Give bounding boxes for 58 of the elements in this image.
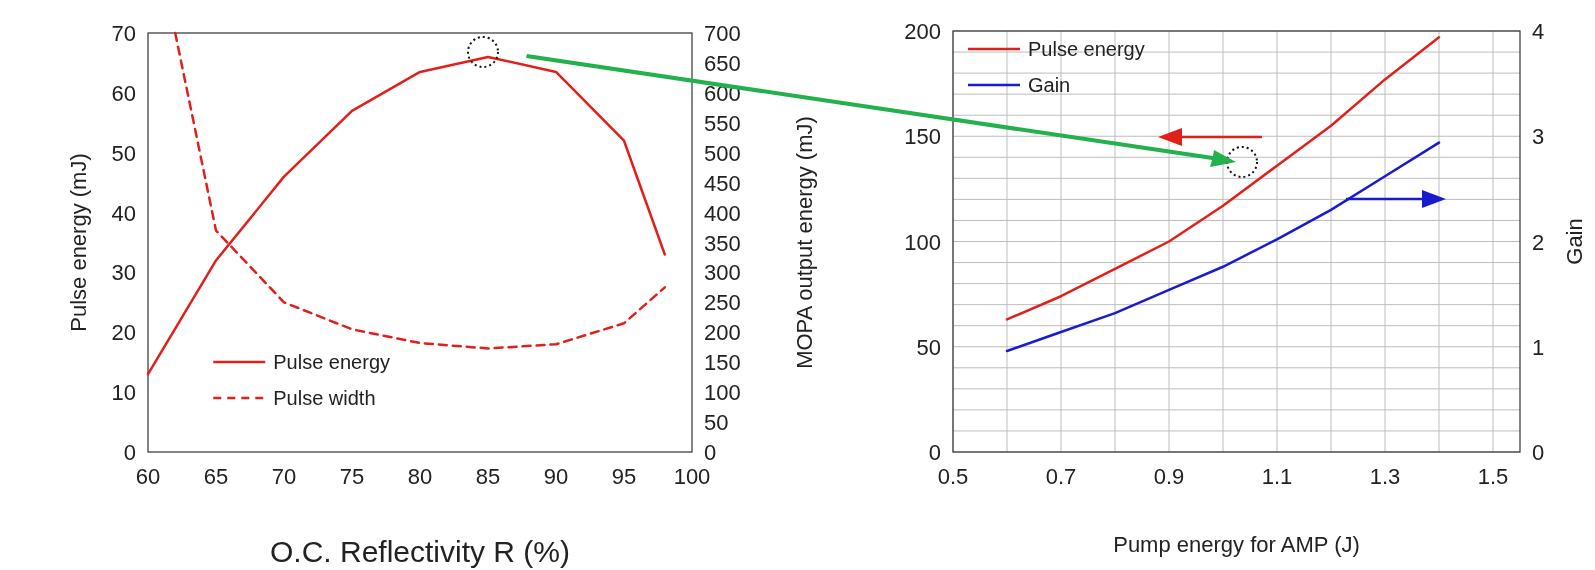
y2-tick-label: 100 — [704, 380, 741, 406]
y2-tick-label: 300 — [704, 260, 741, 286]
y2-tick-label: 0 — [704, 440, 717, 465]
x-tick-label: 95 — [611, 464, 637, 489]
y2-tick-label: 550 — [704, 110, 741, 136]
y2-tick-label: 650 — [704, 50, 741, 76]
line-series — [1005, 141, 1441, 353]
x-tick-label: 85 — [475, 464, 501, 489]
y2-tick-label: 500 — [704, 140, 741, 166]
x-axis-title: Pump energy for AMP (J) — [1113, 532, 1360, 557]
y2-tick-label: 700 — [704, 21, 741, 46]
legend-label: Pulse energy — [1028, 38, 1145, 60]
legend-label: Pulse width — [273, 387, 376, 409]
x-tick-label: 75 — [339, 464, 365, 489]
y2-tick-label: 200 — [704, 320, 741, 346]
y2-tick-label: 50 — [704, 410, 729, 436]
y2-axis-title: MOPA output energy (mJ) — [792, 116, 817, 369]
legend-label: Gain — [1028, 74, 1071, 96]
y-tick-label: 150 — [904, 124, 941, 150]
y2-tick-label: 3 — [1532, 124, 1545, 150]
x-tick-label: 1.3 — [1369, 464, 1401, 489]
y-tick-label: 70 — [111, 21, 136, 46]
x-axis-title: O.C. Reflectivity R (%) — [269, 535, 571, 568]
x-tick-label: 0.7 — [1045, 464, 1077, 489]
y2-tick-label: 400 — [704, 200, 741, 226]
y2-axis-title: Gain — [1562, 218, 1587, 265]
y-tick-label: 100 — [904, 229, 941, 255]
y2-tick-label: 250 — [704, 290, 741, 316]
y2-tick-label: 0 — [1532, 440, 1545, 465]
y-tick-label: 0 — [123, 440, 136, 465]
y-tick-label: 20 — [111, 320, 136, 346]
x-tick-label: 1.5 — [1477, 464, 1509, 489]
y2-tick-label: 450 — [704, 170, 741, 196]
y2-tick-label: 350 — [704, 230, 741, 256]
x-tick-label: 65 — [203, 464, 229, 489]
x-tick-label: 90 — [543, 464, 569, 489]
y2-tick-label: 4 — [1532, 19, 1545, 44]
legend-label: Pulse energy — [273, 351, 391, 373]
y2-tick-label: 150 — [704, 350, 741, 376]
y2-tick-label: 2 — [1532, 229, 1545, 255]
x-tick-label: 0.9 — [1153, 464, 1185, 489]
x-tick-label: 70 — [271, 464, 297, 489]
y-tick-label: 0 — [928, 440, 941, 465]
y-tick-label: 50 — [916, 334, 941, 360]
y-tick-label: 40 — [111, 200, 136, 226]
x-tick-label: 0.5 — [937, 464, 969, 489]
x-tick-label: 60 — [135, 464, 161, 489]
y2-tick-label: 1 — [1532, 334, 1545, 360]
y-tick-label: 30 — [111, 260, 136, 286]
y-tick-label: 50 — [111, 140, 136, 166]
x-tick-label: 1.1 — [1261, 464, 1293, 489]
x-tick-label: 100 — [673, 464, 711, 489]
y-tick-label: 200 — [904, 19, 941, 44]
line-series — [1005, 36, 1441, 321]
x-tick-label: 80 — [407, 464, 433, 489]
y-tick-label: 10 — [111, 380, 136, 406]
y-axis-title: Pulse energy (mJ) — [66, 153, 91, 332]
y-tick-label: 60 — [111, 80, 136, 106]
